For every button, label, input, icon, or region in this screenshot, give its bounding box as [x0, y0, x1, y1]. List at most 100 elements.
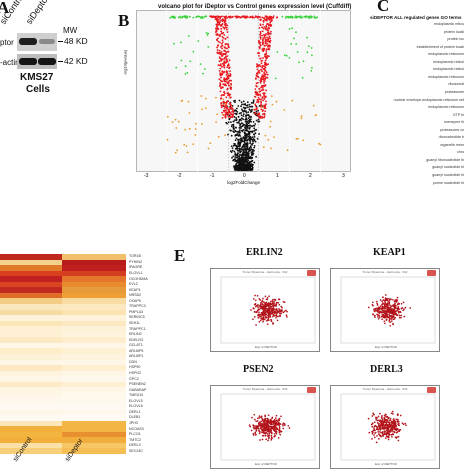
volcano-point [261, 66, 263, 69]
volcano-point [250, 120, 252, 123]
go-term-label: chro [457, 150, 464, 155]
scatter-point [397, 422, 400, 425]
volcano-point [230, 96, 232, 99]
scatter-xlabel: Exp of DEPTOR [375, 345, 397, 349]
volcano-point [170, 15, 173, 18]
volcano-point [221, 19, 224, 21]
scatter-point [266, 320, 268, 322]
heatmap-cell-sideptor [62, 426, 126, 433]
scatter-point [261, 314, 264, 317]
scatter-point [259, 303, 262, 306]
mw-label: MW [63, 26, 78, 35]
scatter-point [277, 421, 280, 424]
volcano-point [223, 92, 226, 95]
volcano-point [261, 34, 263, 37]
scatter-point [263, 314, 266, 316]
scatter-point [389, 306, 392, 309]
volcano-point [258, 88, 261, 90]
volcano-point [166, 138, 169, 141]
volcano-point [258, 27, 261, 29]
scatter-title: PSEN2 [243, 364, 274, 375]
volcano-xtick-label: -1 [210, 173, 215, 179]
volcano-point [265, 103, 267, 105]
scatter-point [392, 425, 395, 428]
scatter-point [409, 307, 412, 309]
volcano-point [243, 151, 246, 154]
volcano-point [254, 123, 257, 125]
volcano-point [287, 16, 290, 19]
scatter-point [377, 306, 380, 309]
heatmap-gene-label: GPC2 [129, 376, 139, 381]
volcano-point [220, 53, 223, 56]
scatter-point [264, 417, 267, 420]
heatmap-cell-sideptor [62, 342, 126, 349]
scatter-point [268, 425, 271, 428]
volcano-point [262, 109, 264, 111]
volcano-point [227, 76, 230, 79]
scatter-point [397, 413, 399, 416]
volcano-point [221, 80, 224, 83]
scatter-point [382, 299, 385, 301]
western-blot-deptor [17, 33, 57, 51]
scatter-point [271, 302, 274, 305]
scatter-point [378, 419, 380, 422]
logo-icon [307, 270, 316, 276]
volcano-point [243, 140, 246, 143]
volcano-point [171, 121, 174, 123]
panel-b-letter: B [118, 11, 130, 30]
scatter-point [382, 314, 385, 317]
scatter-point [278, 428, 281, 431]
volcano-point [243, 138, 246, 141]
volcano-point [220, 32, 223, 35]
volcano-point [236, 169, 238, 171]
volcano-point [233, 143, 235, 145]
volcano-point [228, 15, 230, 18]
scatter-point [375, 416, 377, 419]
scatter-point [389, 417, 392, 420]
volcano-point [221, 58, 223, 61]
volcano-point [276, 51, 279, 53]
scatter-point [269, 311, 271, 314]
scatter-point [271, 416, 274, 419]
scatter-point [254, 431, 257, 434]
heatmap-gene-label: TMTC2 [129, 437, 141, 442]
scatter-point [283, 423, 286, 425]
mw-value-42: 42 KD [64, 56, 88, 66]
volcano-point [216, 39, 218, 42]
heatmap-cell-sicontrol [0, 315, 62, 321]
volcano-point [262, 146, 265, 149]
volcano-point [226, 78, 229, 81]
volcano-point [262, 23, 264, 26]
volcano-point [220, 42, 223, 45]
volcano-point [246, 142, 249, 145]
scatter-point [386, 416, 389, 418]
volcano-point [223, 34, 226, 36]
volcano-point [239, 150, 242, 153]
scatter-points [340, 393, 436, 461]
scatter-point [373, 421, 376, 424]
scatter-point [396, 296, 399, 299]
volcano-point [300, 115, 303, 117]
volcano-point [245, 122, 248, 125]
volcano-point [272, 16, 275, 18]
scatter-point [272, 322, 274, 325]
scatter-point [397, 307, 400, 309]
volcano-point [233, 116, 236, 118]
volcano-point [253, 145, 256, 147]
volcano-point [260, 104, 263, 106]
scatter-point [282, 427, 285, 430]
scatter-point [266, 419, 269, 422]
volcano-point [221, 35, 224, 38]
volcano-point [220, 106, 223, 109]
volcano-point [226, 112, 229, 115]
volcano-point [284, 17, 287, 19]
scatter-points [220, 276, 316, 344]
volcano-title: volcano plot for iDeptor vs Control gene… [158, 4, 352, 10]
volcano-point [226, 50, 229, 53]
scatter-point [389, 308, 391, 311]
heatmap-cell-sideptor [62, 431, 126, 438]
volcano-point [266, 22, 269, 25]
volcano-point [263, 116, 265, 119]
volcano-point [236, 149, 239, 152]
scatter-point [389, 298, 392, 301]
